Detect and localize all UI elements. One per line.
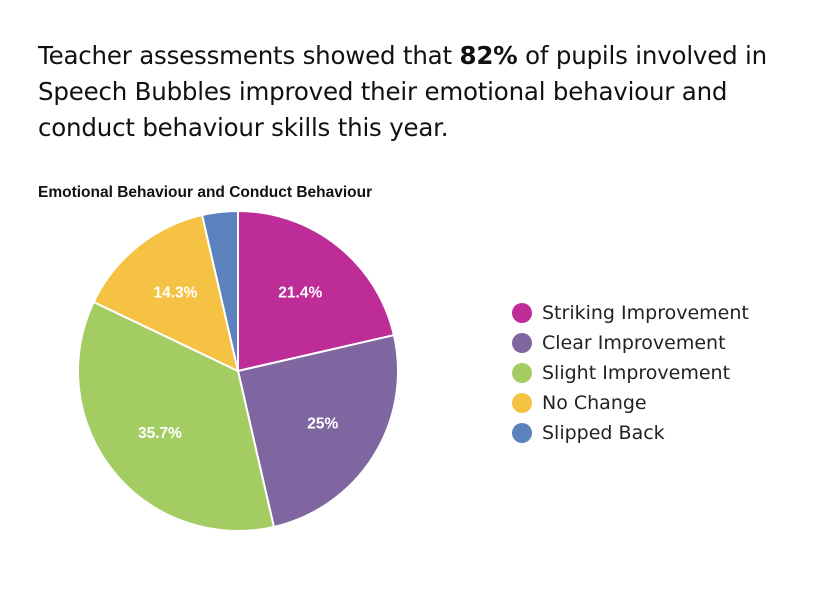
pie-slice-slipped-back — [201, 210, 239, 372]
pie-slice-no-change — [92, 214, 239, 372]
pie-label-slight-improvement: 35.7% — [138, 425, 182, 442]
legend-label-slipped-back: Slipped Back — [542, 422, 665, 444]
legend-label-slight-improvement: Slight Improvement — [542, 362, 731, 384]
pie-slice-clear-improvement — [237, 334, 399, 528]
pie-slice-striking-improvement — [237, 210, 395, 372]
legend-swatch-slipped-back — [512, 423, 532, 443]
pie-slice-slight-improvement — [77, 300, 275, 532]
pie-label-no-change: 14.3% — [153, 284, 197, 301]
legend-swatch-no-change — [512, 393, 532, 413]
pie-label-clear-improvement: 25% — [307, 416, 338, 433]
chart-title: Emotional Behaviour and Conduct Behaviou… — [38, 184, 373, 201]
legend-item-slight-improvement: Slight Improvement — [512, 358, 749, 388]
legend-item-slipped-back: Slipped Back — [512, 418, 749, 448]
headline-text-after: of pupils involved in Speech Bubbles imp… — [38, 41, 767, 142]
headline-text-before: Teacher assessments showed that — [38, 41, 460, 70]
legend: Striking Improvement Clear Improvement Sli… — [512, 298, 749, 448]
headline-highlight: 82% — [459, 41, 518, 70]
legend-item-striking-improvement: Striking Improvement — [512, 298, 749, 328]
headline: Teacher assessments showed that 82% of p… — [38, 38, 798, 146]
pie-slices — [77, 210, 399, 532]
legend-swatch-striking-improvement — [512, 303, 532, 323]
legend-item-clear-improvement: Clear Improvement — [512, 328, 749, 358]
pie-slice-labels: 21.4% 25% 35.7% 14.3% — [138, 284, 339, 442]
legend-item-no-change: No Change — [512, 388, 749, 418]
legend-swatch-slight-improvement — [512, 363, 532, 383]
pie-label-striking-improvement: 21.4% — [278, 284, 322, 301]
legend-swatch-clear-improvement — [512, 333, 532, 353]
legend-label-no-change: No Change — [542, 392, 647, 414]
legend-label-clear-improvement: Clear Improvement — [542, 332, 726, 354]
legend-label-striking-improvement: Striking Improvement — [542, 302, 749, 324]
